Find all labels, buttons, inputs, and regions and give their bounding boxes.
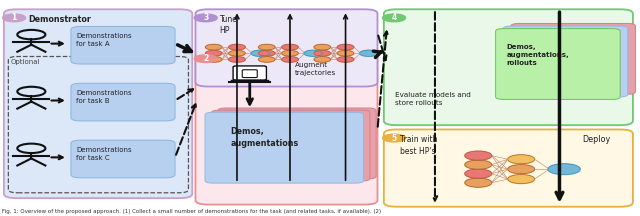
Circle shape — [282, 44, 298, 50]
Circle shape — [465, 169, 492, 178]
Circle shape — [465, 151, 492, 160]
Text: Tune
HP: Tune HP — [220, 15, 237, 35]
Circle shape — [259, 51, 275, 56]
Text: Demonstrations
for task A: Demonstrations for task A — [76, 33, 132, 47]
Circle shape — [251, 50, 269, 56]
Circle shape — [205, 44, 222, 50]
Circle shape — [282, 57, 298, 62]
FancyBboxPatch shape — [503, 26, 628, 97]
FancyBboxPatch shape — [195, 9, 378, 87]
Circle shape — [508, 155, 534, 164]
Circle shape — [194, 14, 217, 22]
Circle shape — [360, 50, 378, 56]
Text: Fig. 1: Overview of the proposed approach. (1) Collect a small number of demonst: Fig. 1: Overview of the proposed approac… — [2, 209, 381, 214]
Text: 3: 3 — [203, 13, 208, 22]
Circle shape — [228, 44, 245, 50]
FancyBboxPatch shape — [71, 83, 175, 121]
Text: Optional: Optional — [11, 59, 40, 65]
FancyBboxPatch shape — [511, 24, 636, 94]
FancyBboxPatch shape — [384, 129, 633, 207]
FancyBboxPatch shape — [71, 26, 175, 64]
Circle shape — [465, 160, 492, 169]
FancyBboxPatch shape — [4, 9, 192, 198]
Circle shape — [205, 51, 222, 56]
Circle shape — [304, 50, 323, 56]
Circle shape — [228, 57, 245, 62]
FancyBboxPatch shape — [205, 112, 364, 183]
FancyBboxPatch shape — [218, 108, 376, 179]
Text: Demonstrator: Demonstrator — [28, 15, 91, 24]
Circle shape — [508, 175, 534, 184]
Circle shape — [548, 164, 580, 175]
Text: Train with
best HP's: Train with best HP's — [400, 135, 437, 156]
Circle shape — [337, 44, 354, 50]
Circle shape — [3, 14, 26, 22]
Circle shape — [314, 51, 331, 56]
FancyBboxPatch shape — [243, 70, 257, 78]
Text: Demos,
augmentations,
rollouts: Demos, augmentations, rollouts — [506, 44, 569, 66]
Text: Augment
trajectories: Augment trajectories — [294, 62, 336, 76]
Text: Deploy: Deploy — [582, 135, 610, 144]
FancyBboxPatch shape — [384, 9, 633, 125]
Circle shape — [194, 55, 217, 62]
Circle shape — [383, 14, 406, 22]
Circle shape — [259, 44, 275, 50]
Circle shape — [383, 134, 406, 142]
Circle shape — [205, 57, 222, 62]
FancyBboxPatch shape — [495, 29, 620, 99]
Circle shape — [282, 51, 298, 56]
Text: 4: 4 — [392, 13, 397, 22]
Circle shape — [314, 57, 331, 62]
FancyBboxPatch shape — [71, 140, 175, 178]
Text: 2: 2 — [203, 54, 208, 63]
Text: Demonstrations
for task B: Demonstrations for task B — [76, 90, 132, 104]
Circle shape — [314, 44, 331, 50]
Text: 5: 5 — [392, 133, 397, 143]
Text: 1: 1 — [12, 13, 17, 22]
FancyBboxPatch shape — [233, 66, 266, 80]
Text: Demonstrations
for task C: Demonstrations for task C — [76, 147, 132, 161]
Circle shape — [228, 51, 245, 56]
Circle shape — [465, 178, 492, 187]
Circle shape — [337, 57, 354, 62]
FancyBboxPatch shape — [211, 110, 370, 181]
Text: Demos,
augmentations: Demos, augmentations — [230, 127, 299, 148]
Text: Evaluate models and
store rollouts: Evaluate models and store rollouts — [396, 92, 471, 106]
FancyBboxPatch shape — [195, 50, 378, 205]
Circle shape — [508, 165, 534, 174]
Circle shape — [259, 57, 275, 62]
Circle shape — [337, 51, 354, 56]
